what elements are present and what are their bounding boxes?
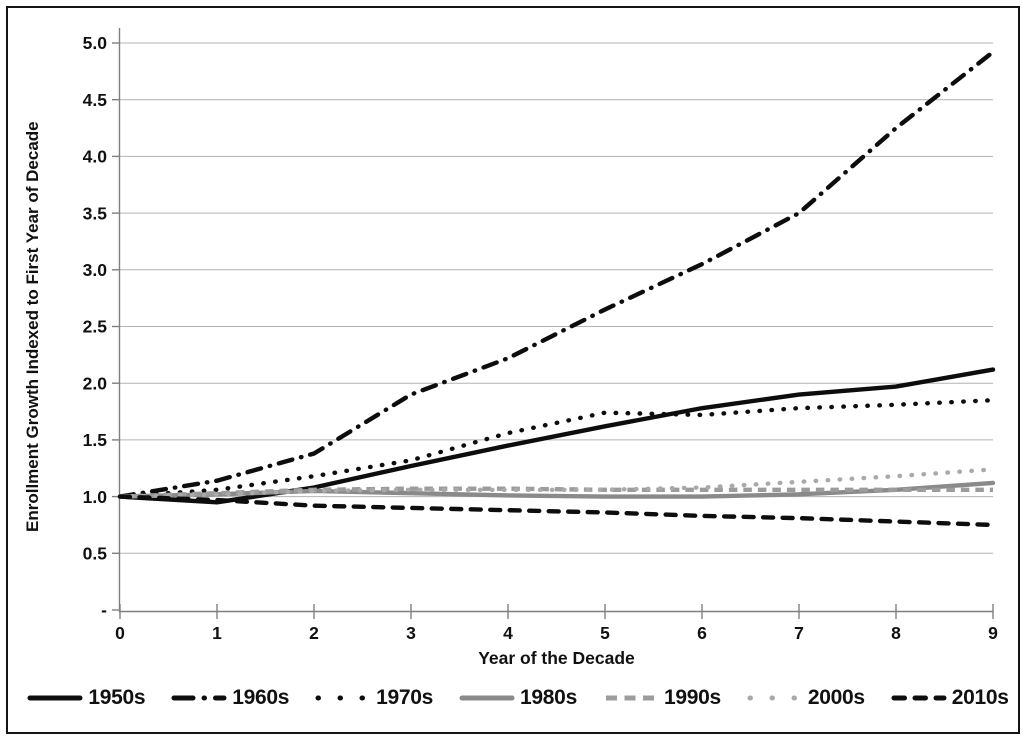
legend-label: 1960s [232,686,290,709]
svg-text:2.5: 2.5 [83,317,108,337]
legend-line-swatch-icon [171,695,227,701]
svg-text:4.0: 4.0 [83,147,108,167]
svg-text:2.0: 2.0 [83,373,108,393]
legend-line-swatch-icon [27,695,83,701]
legend-item-2000s: 2000s [747,686,865,710]
svg-text:2: 2 [309,623,319,643]
svg-text:3: 3 [406,623,416,643]
legend-label: 1980s [520,686,577,709]
svg-text:3.5: 3.5 [83,203,108,223]
legend-line-swatch-icon [459,695,515,701]
svg-text:0.5: 0.5 [83,544,108,564]
legend-item-1960s: 1960s [171,686,289,710]
svg-text:5.0: 5.0 [83,33,108,53]
legend-label: 1950s [88,686,146,709]
legend-line-swatch-icon [605,695,656,701]
legend-line-swatch-icon [315,695,371,701]
svg-text:1.0: 1.0 [83,487,108,507]
svg-text:4: 4 [503,623,513,643]
x-axis-title: Year of the Decade [478,648,635,668]
legend-item-2010s: 2010s [891,686,1009,710]
legend-item-1980s: 1980s [459,686,577,710]
svg-text:8: 8 [891,623,901,643]
svg-text:4.5: 4.5 [83,90,108,110]
legend-label: 1970s [376,686,434,709]
legend-label: 2000s [807,686,865,709]
legend-line-swatch-icon [747,695,803,701]
legend-item-1990s: 1990s [603,686,721,710]
svg-text:1: 1 [212,623,222,643]
legend-line-swatch-icon [891,695,947,701]
svg-text:0: 0 [115,623,125,643]
svg-text:6: 6 [697,623,707,643]
svg-text:1.5: 1.5 [83,430,108,450]
legend: 1950s 1960s 1970s 1980s 1990s 2000s 2010s [24,683,1012,713]
svg-text:-: - [101,600,107,620]
y-axis-title: Enrollment Growth Indexed to First Year … [23,121,42,532]
svg-text:7: 7 [794,623,804,643]
svg-text:3.0: 3.0 [83,260,108,280]
legend-item-1970s: 1970s [315,686,433,710]
svg-text:5: 5 [600,623,610,643]
legend-item-1950s: 1950s [27,686,146,710]
svg-text:9: 9 [988,623,998,643]
legend-label: 2010s [951,686,1009,709]
legend-label: 1990s [663,686,721,709]
